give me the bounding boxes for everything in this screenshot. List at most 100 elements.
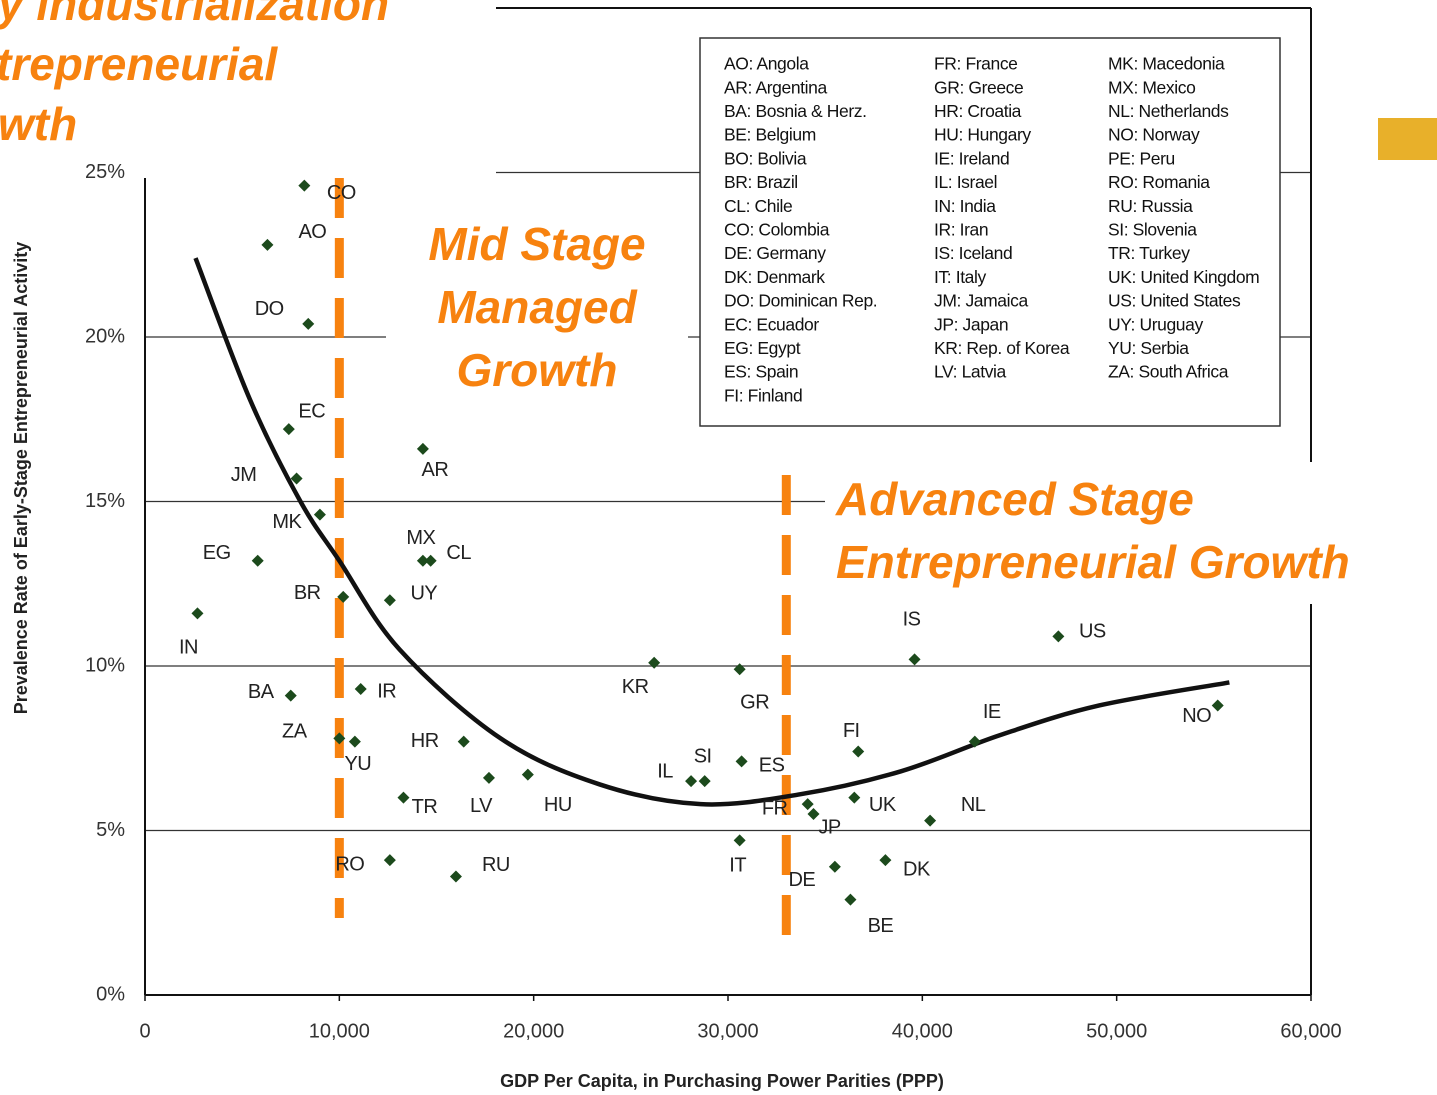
legend-entry: AR: Argentina (724, 77, 827, 97)
legend-entry: NL: Netherlands (1108, 101, 1229, 121)
legend-entry: IR: Iran (934, 220, 988, 240)
point-label: ES (759, 755, 785, 777)
y-tick-label: 10% (85, 654, 125, 676)
data-point (909, 653, 921, 665)
stage-label: Managed (437, 281, 637, 333)
legend-entry: IT: Italy (934, 267, 986, 287)
data-point (685, 775, 697, 787)
corner-title: y industrialization (0, 0, 389, 30)
data-point (285, 690, 297, 702)
data-point (298, 180, 310, 192)
legend-entry: UY: Uruguay (1108, 314, 1203, 334)
point-label: RU (482, 854, 510, 876)
data-point (699, 775, 711, 787)
corner-title: wth (0, 98, 77, 150)
data-point (417, 443, 429, 455)
point-label: HR (411, 730, 439, 752)
point-label: NO (1182, 705, 1211, 727)
x-tick-label: 10,000 (309, 1020, 370, 1042)
point-label: BA (248, 681, 275, 703)
legend-entry: BR: Brazil (724, 172, 798, 192)
point-label: IN (179, 637, 198, 659)
data-point (384, 594, 396, 606)
point-label: YU (344, 753, 371, 775)
data-point (314, 509, 326, 521)
legend-entry: JP: Japan (934, 314, 1008, 334)
data-point (844, 894, 856, 906)
stage-label: Advanced Stage (835, 473, 1194, 525)
legend-entry: KR: Rep. of Korea (934, 338, 1070, 358)
page: {"chart_data": { "type": "scatter", "cor… (0, 0, 1437, 1095)
legend-entry: HR: Croatia (934, 101, 1022, 121)
point-label: FI (843, 720, 860, 742)
x-tick-label: 0 (139, 1020, 150, 1042)
point-label: FR (762, 797, 788, 819)
data-point (734, 663, 746, 675)
point-label: IS (903, 609, 921, 631)
x-tick-label: 60,000 (1280, 1020, 1341, 1042)
point-label: AR (421, 459, 448, 481)
data-point (802, 798, 814, 810)
legend-entry: CO: Colombia (724, 220, 830, 240)
legend-entry: DO: Dominican Rep. (724, 291, 877, 311)
legend-entry: CL: Chile (724, 196, 792, 216)
y-tick-label: 0% (96, 983, 125, 1005)
legend-entry: LV: Latvia (934, 362, 1007, 382)
data-point (191, 607, 203, 619)
point-label: MX (406, 527, 435, 549)
data-point (450, 871, 462, 883)
corner-title: trepreneurial (0, 38, 278, 90)
point-label: HU (544, 794, 572, 816)
point-label: GR (740, 692, 769, 714)
legend-entry: SI: Slovenia (1108, 220, 1197, 240)
point-label: UK (869, 794, 897, 816)
chart: COAODOECJMMKEGBRINMXCLUYARBAIRZAYUHRTRLV… (0, 0, 1437, 1095)
point-label: DK (903, 858, 931, 880)
stage-label: Growth (457, 344, 618, 396)
point-label: UY (410, 582, 437, 604)
point-label: RO (335, 853, 364, 875)
point-label: KR (622, 676, 649, 698)
point-label: CL (446, 542, 471, 564)
data-point (355, 683, 367, 695)
legend-entry: IN: India (934, 196, 996, 216)
x-tick-label: 50,000 (1086, 1020, 1147, 1042)
data-point (252, 555, 264, 567)
legend-entry: DE: Germany (724, 243, 826, 263)
y-tick-label: 25% (85, 161, 125, 183)
decor-image (1378, 118, 1437, 160)
point-label: LV (470, 795, 493, 817)
point-label: ZA (282, 721, 308, 743)
point-label: EG (203, 542, 231, 564)
data-point (848, 792, 860, 804)
y-tick-label: 15% (85, 490, 125, 512)
x-tick-label: 40,000 (892, 1020, 953, 1042)
data-point (852, 746, 864, 758)
point-label: AO (298, 221, 326, 243)
legend-entry: DK: Denmark (724, 267, 825, 287)
point-label: JM (231, 464, 257, 486)
data-point (302, 318, 314, 330)
data-point (829, 861, 841, 873)
point-label: BR (294, 582, 321, 604)
point-label: MK (272, 511, 302, 533)
legend-entry: NO: Norway (1108, 125, 1200, 145)
point-label: IL (657, 760, 673, 782)
data-point (261, 239, 273, 251)
legend-entry: ZA: South Africa (1108, 362, 1229, 382)
stage-label: Entrepreneurial Growth (836, 536, 1350, 588)
data-point (483, 772, 495, 784)
point-label: NL (961, 794, 986, 816)
y-tick-label: 20% (85, 325, 125, 347)
data-point (522, 769, 534, 781)
data-point (1212, 699, 1224, 711)
point-label: DO (255, 298, 284, 320)
data-point (349, 736, 361, 748)
legend-entry: ES: Spain (724, 362, 798, 382)
legend-entry: JM: Jamaica (934, 291, 1028, 311)
legend-entry: MX: Mexico (1108, 77, 1195, 97)
x-axis-title: GDP Per Capita, in Purchasing Power Pari… (500, 1071, 944, 1091)
data-point (397, 792, 409, 804)
point-label: BE (868, 915, 894, 937)
legend-entry: IS: Iceland (934, 243, 1012, 263)
